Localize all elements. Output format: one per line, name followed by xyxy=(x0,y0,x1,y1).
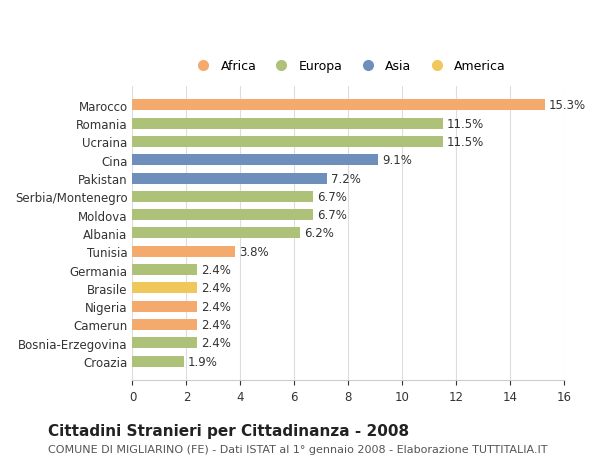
Text: 6.7%: 6.7% xyxy=(317,190,347,203)
Legend: Africa, Europa, Asia, America: Africa, Europa, Asia, America xyxy=(185,55,511,78)
Bar xyxy=(133,118,443,129)
Bar xyxy=(133,155,378,166)
Text: 11.5%: 11.5% xyxy=(446,118,484,130)
Text: 15.3%: 15.3% xyxy=(549,99,586,112)
Bar xyxy=(133,228,299,239)
Bar xyxy=(133,100,545,111)
Text: 3.8%: 3.8% xyxy=(239,245,269,258)
Text: COMUNE DI MIGLIARINO (FE) - Dati ISTAT al 1° gennaio 2008 - Elaborazione TUTTITA: COMUNE DI MIGLIARINO (FE) - Dati ISTAT a… xyxy=(48,444,548,454)
Text: 2.4%: 2.4% xyxy=(201,336,231,349)
Bar xyxy=(133,337,197,348)
Text: 11.5%: 11.5% xyxy=(446,136,484,149)
Text: 9.1%: 9.1% xyxy=(382,154,412,167)
Bar xyxy=(133,210,313,221)
Text: 2.4%: 2.4% xyxy=(201,263,231,276)
Bar xyxy=(133,246,235,257)
Text: 7.2%: 7.2% xyxy=(331,172,361,185)
Bar xyxy=(133,173,326,184)
Bar xyxy=(133,283,197,294)
Bar xyxy=(133,356,184,367)
Text: 2.4%: 2.4% xyxy=(201,282,231,295)
Text: 6.2%: 6.2% xyxy=(304,227,334,240)
Bar xyxy=(133,137,443,148)
Text: 6.7%: 6.7% xyxy=(317,209,347,222)
Text: 2.4%: 2.4% xyxy=(201,300,231,313)
Text: 1.9%: 1.9% xyxy=(188,355,218,368)
Bar xyxy=(133,191,313,202)
Text: Cittadini Stranieri per Cittadinanza - 2008: Cittadini Stranieri per Cittadinanza - 2… xyxy=(48,423,409,438)
Bar xyxy=(133,301,197,312)
Bar xyxy=(133,319,197,330)
Text: 2.4%: 2.4% xyxy=(201,318,231,331)
Bar xyxy=(133,264,197,275)
